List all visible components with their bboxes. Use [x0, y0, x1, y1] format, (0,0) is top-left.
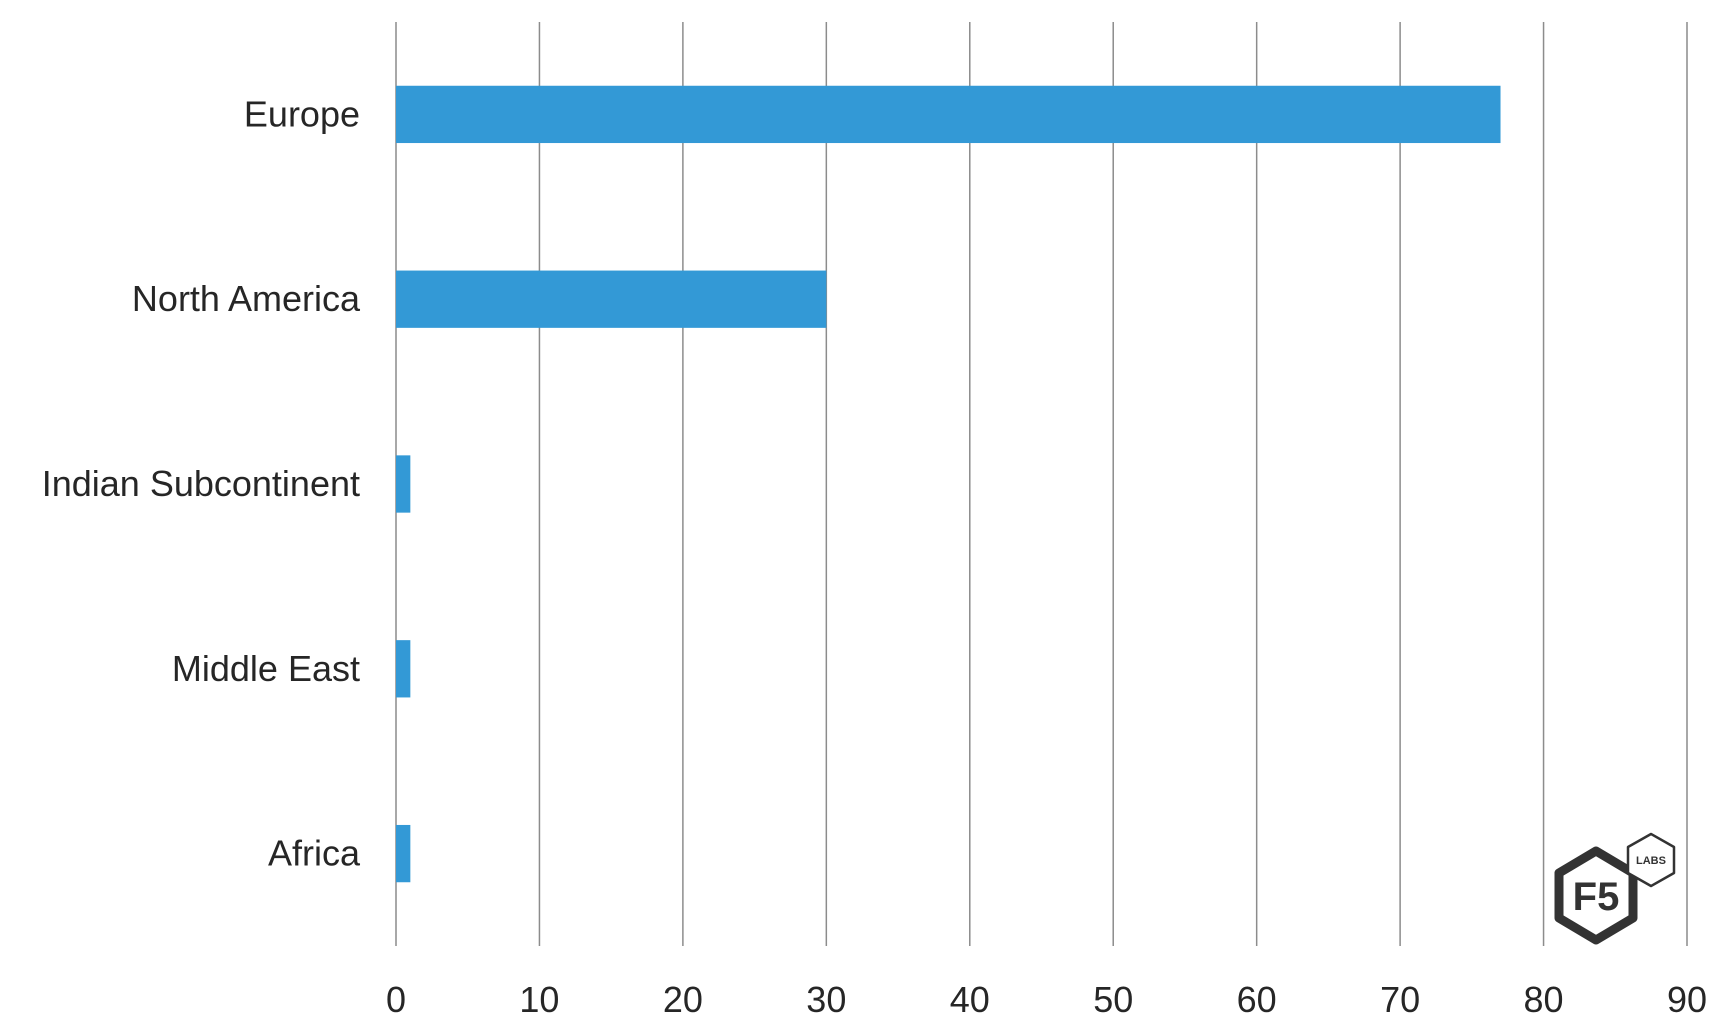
x-tick-label-70: 70 [1380, 979, 1420, 1020]
x-tick-label-10: 10 [519, 979, 559, 1020]
category-label-europe: Europe [244, 93, 360, 134]
x-tick-label-50: 50 [1093, 979, 1133, 1020]
category-label-africa: Africa [268, 833, 361, 874]
bar-indian-subcontinent [396, 455, 411, 513]
category-label-middle-east: Middle East [172, 648, 360, 689]
category-label-north-america: North America [132, 278, 361, 319]
x-tick-label-60: 60 [1237, 979, 1277, 1020]
x-tick-label-90: 90 [1667, 979, 1707, 1020]
labs-logo-text: LABS [1636, 855, 1666, 867]
f5-logo-text: F5 [1573, 875, 1620, 919]
category-labels: Europe North America Indian Subcontinent Mi… [42, 93, 361, 873]
x-tick-label-80: 80 [1524, 979, 1564, 1020]
x-tick-label-30: 30 [806, 979, 846, 1020]
bar-north-america [396, 270, 827, 328]
labs-logo-hexagon [1626, 832, 1676, 888]
x-tick-label-0: 0 [386, 979, 406, 1020]
bar-middle-east [396, 640, 411, 698]
f5-labs-logo: F5 LABS [1554, 832, 1676, 945]
bar-europe [396, 85, 1501, 144]
x-tick-label-40: 40 [950, 979, 990, 1020]
category-label-indian-subcontinent: Indian Subcontinent [42, 463, 360, 504]
x-axis-tick-labels: 0 10 20 30 40 50 60 70 80 90 [386, 979, 1707, 1020]
gridlines [395, 22, 1688, 946]
bar-africa [396, 824, 411, 883]
x-tick-label-20: 20 [663, 979, 703, 1020]
bars [396, 85, 1501, 883]
